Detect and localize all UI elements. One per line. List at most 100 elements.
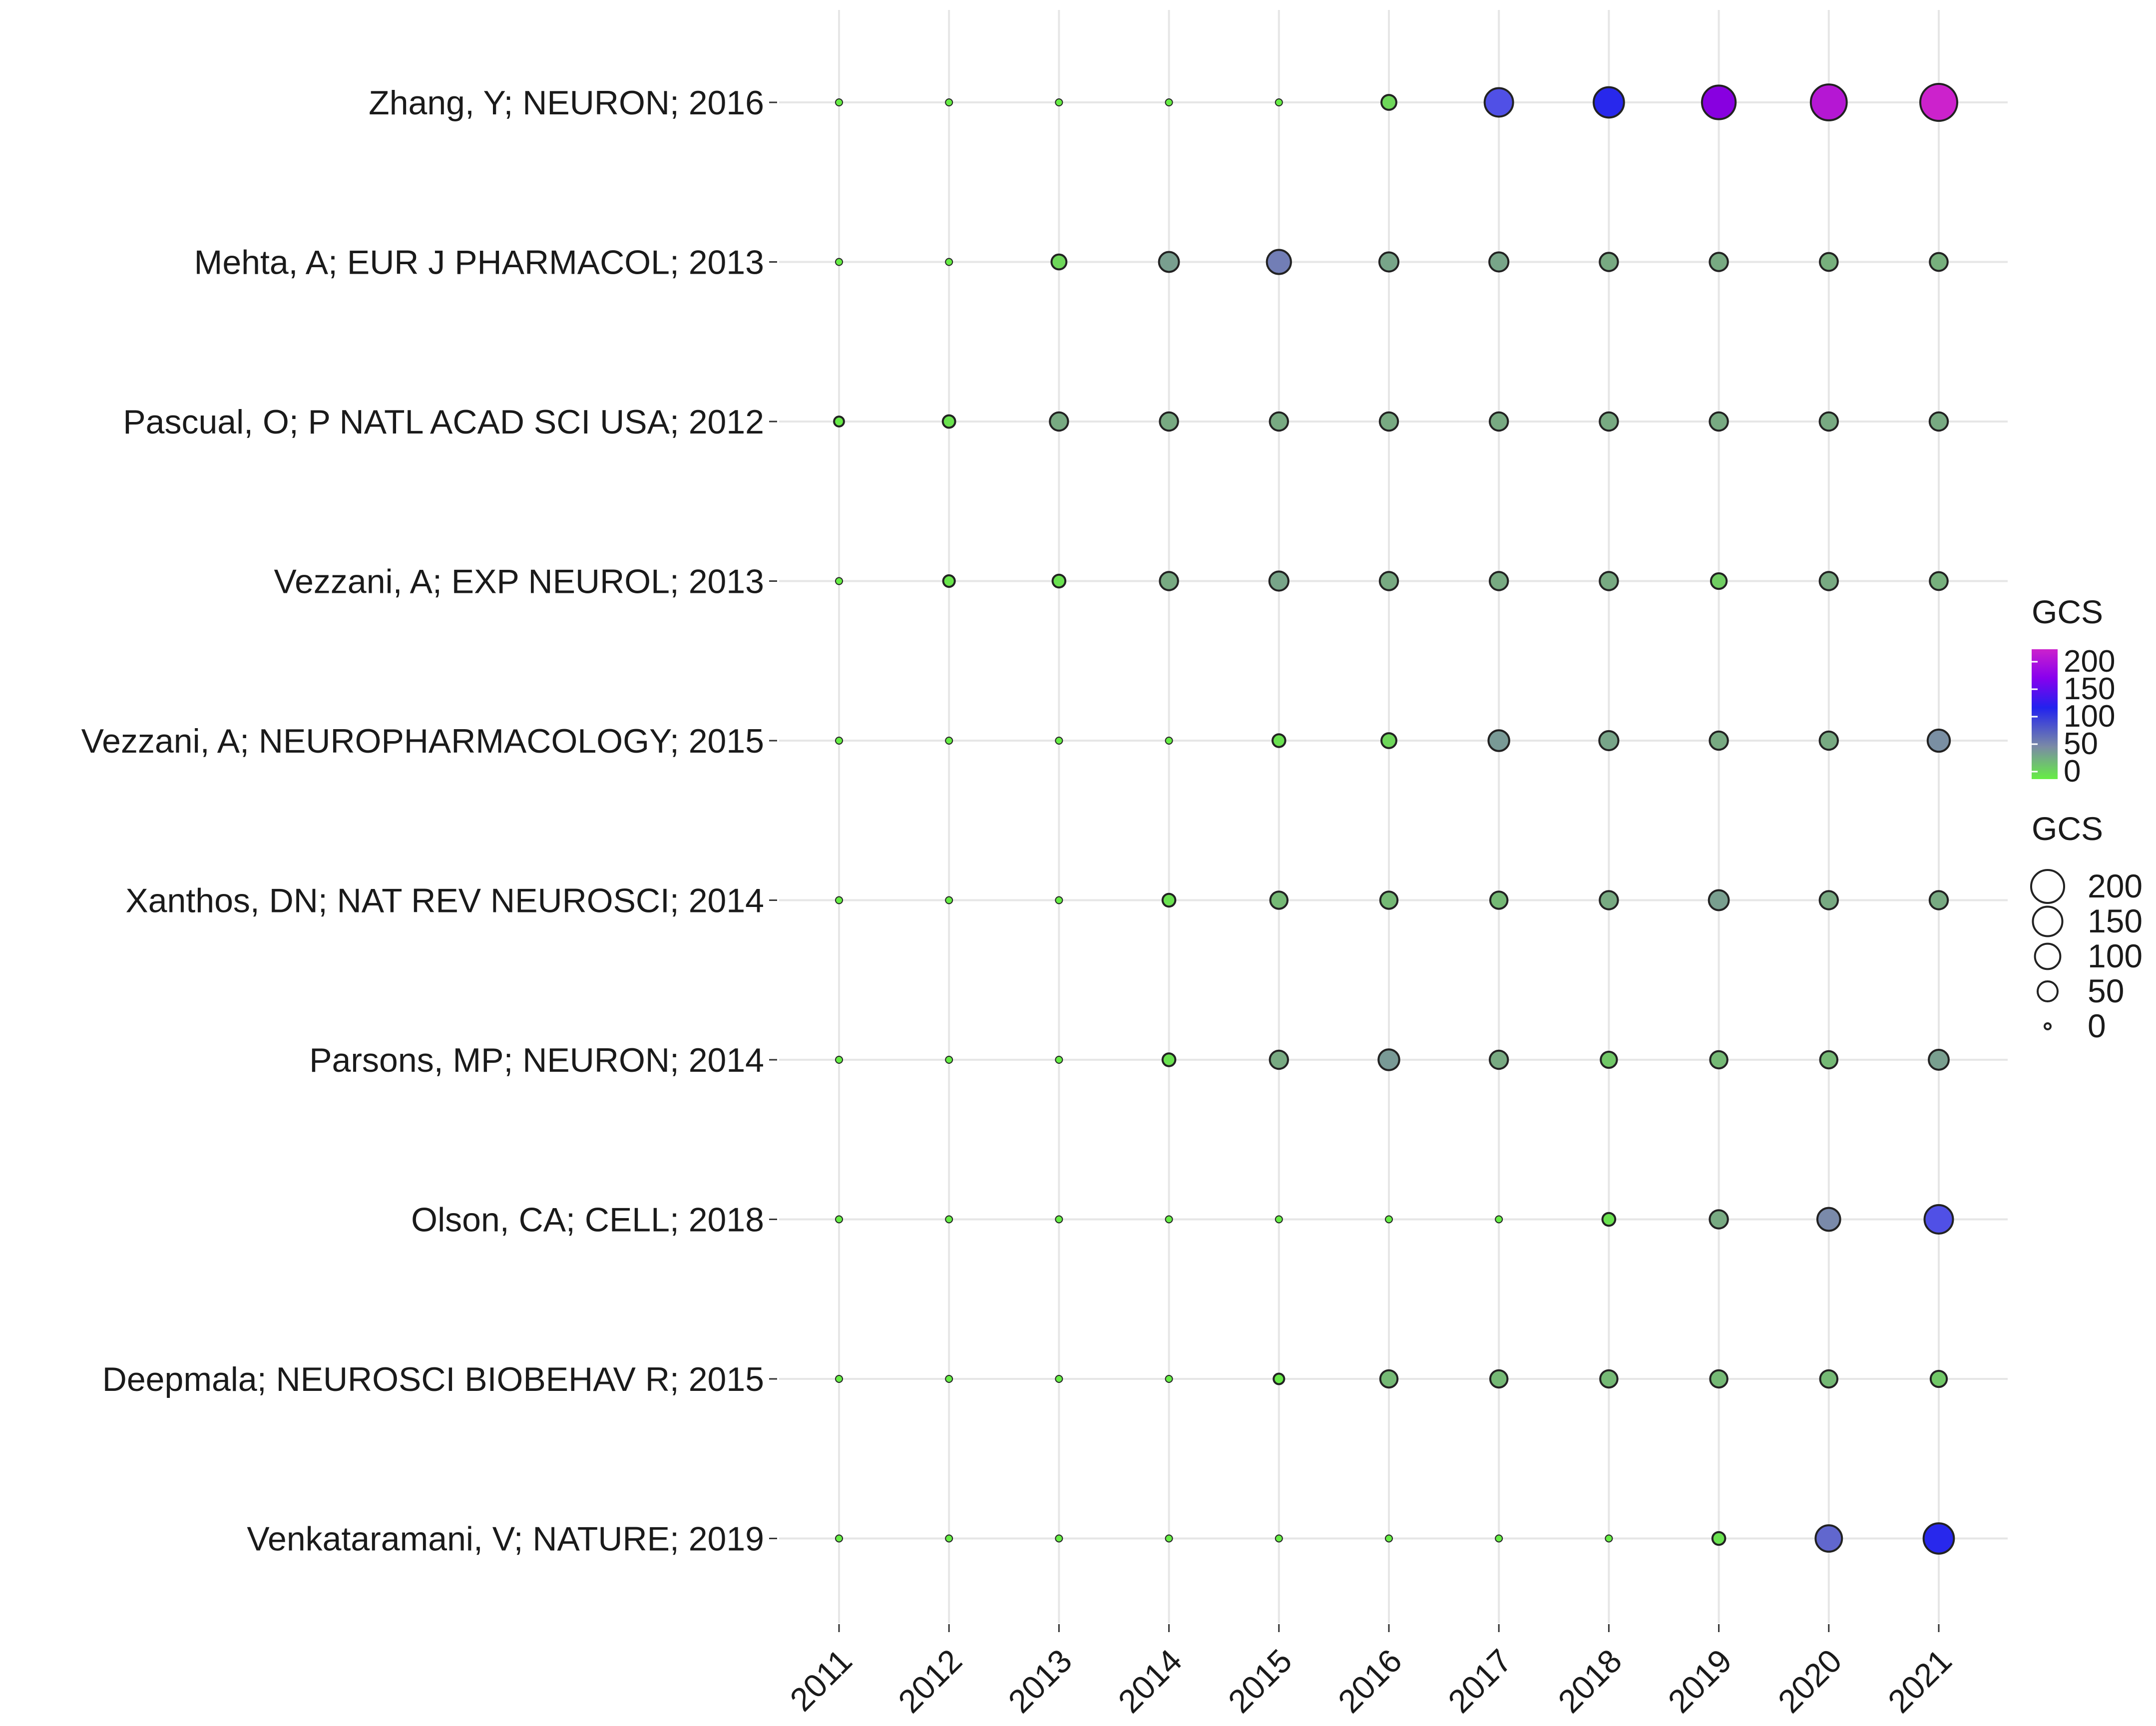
bubble bbox=[1055, 1375, 1063, 1383]
bubble bbox=[1055, 1534, 1063, 1543]
color-legend-title: GCS bbox=[2032, 593, 2103, 630]
x-axis-tick-labels: 2011 2012 2013 2014 2015 2016 2017 2018 2019 2020… bbox=[783, 1624, 1959, 1720]
bubble bbox=[1165, 1534, 1173, 1543]
row-label: Venkataramani, V; NATURE; 2019 bbox=[247, 1520, 764, 1558]
row-label: Xanthos, DN; NAT REV NEUROSCI; 2014 bbox=[125, 882, 764, 920]
bubble bbox=[1709, 730, 1729, 751]
row-label: Olson, CA; CELL; 2018 bbox=[411, 1201, 764, 1239]
bubble bbox=[835, 896, 843, 904]
bubble bbox=[1269, 411, 1290, 432]
bubble bbox=[1165, 98, 1173, 106]
x-tick-label: 2020 bbox=[1771, 1642, 1849, 1720]
row-label: Zhang, Y; NEURON; 2016 bbox=[369, 84, 764, 122]
color-legend-tick-label: 150 bbox=[2064, 672, 2115, 706]
bubble bbox=[1816, 1207, 1841, 1232]
bubble bbox=[945, 1534, 953, 1543]
bubble bbox=[1273, 1372, 1286, 1385]
bubble bbox=[1601, 1212, 1617, 1227]
bubble bbox=[1709, 1369, 1728, 1389]
bubble bbox=[942, 574, 956, 588]
bubble bbox=[1158, 251, 1180, 273]
size-legend-label: 50 bbox=[2088, 972, 2124, 1009]
bubble bbox=[1599, 411, 1619, 432]
bubble bbox=[1708, 889, 1730, 911]
bubble bbox=[1818, 730, 1839, 751]
size-legend-circle bbox=[2044, 1022, 2052, 1030]
size-legend-label: 200 bbox=[2088, 867, 2143, 904]
bubble bbox=[835, 737, 843, 745]
color-legend-tick-label: 100 bbox=[2064, 699, 2115, 734]
bubble bbox=[1709, 1209, 1729, 1230]
bubble bbox=[1599, 890, 1619, 910]
bubble bbox=[1709, 411, 1729, 432]
size-legend-circle bbox=[2030, 869, 2065, 904]
bubble bbox=[835, 1534, 843, 1543]
bubble bbox=[1385, 1534, 1393, 1543]
x-tick-label: 2021 bbox=[1881, 1642, 1959, 1720]
bubble bbox=[1055, 98, 1063, 106]
bubble bbox=[1275, 98, 1283, 106]
row-label: Vezzani, A; EXP NEUROL; 2013 bbox=[274, 563, 764, 601]
bubble bbox=[945, 896, 953, 904]
bubble bbox=[835, 258, 843, 266]
bubble bbox=[1487, 729, 1510, 752]
bubble bbox=[1710, 572, 1728, 590]
bubble bbox=[1378, 571, 1399, 591]
bubble bbox=[1599, 1369, 1619, 1389]
x-tick-label: 2016 bbox=[1331, 1642, 1409, 1720]
size-legend-label: 100 bbox=[2088, 937, 2143, 974]
bubble bbox=[1489, 1369, 1509, 1389]
color-legend-tick-label: 50 bbox=[2064, 727, 2098, 761]
size-legend-title: GCS bbox=[2032, 810, 2103, 847]
row-label: Vezzani, A; NEUROPHARMACOLOGY; 2015 bbox=[81, 722, 764, 760]
bubble bbox=[1377, 1048, 1400, 1071]
bubble bbox=[1818, 890, 1839, 910]
bubble bbox=[1598, 730, 1620, 752]
bubble bbox=[945, 258, 953, 266]
bubble bbox=[1814, 1524, 1843, 1553]
bubble bbox=[1380, 94, 1397, 111]
color-legend-tick-label: 200 bbox=[2064, 644, 2115, 679]
bubble bbox=[1495, 1215, 1503, 1224]
x-tick-label: 2019 bbox=[1661, 1642, 1738, 1720]
size-legend-circle bbox=[2034, 942, 2062, 970]
row-label: Parsons, MP; NEURON; 2014 bbox=[309, 1041, 764, 1079]
bubble bbox=[1928, 890, 1949, 910]
bubble bbox=[1819, 1050, 1839, 1070]
bubble bbox=[1269, 890, 1289, 910]
bubble bbox=[1701, 84, 1737, 120]
bubble bbox=[1165, 1215, 1173, 1224]
bubble bbox=[1266, 249, 1292, 275]
bubble bbox=[1488, 411, 1509, 432]
row-label: Pascual, O; P NATL ACAD SCI USA; 2012 bbox=[123, 403, 764, 441]
bubble bbox=[1049, 411, 1069, 432]
size-legend-circle bbox=[2037, 980, 2059, 1002]
bubble bbox=[1165, 737, 1173, 745]
bubble bbox=[1928, 411, 1949, 432]
bubble bbox=[1818, 411, 1839, 432]
bubble bbox=[945, 98, 953, 106]
size-legend-circle bbox=[2032, 905, 2064, 937]
bubble bbox=[1161, 892, 1177, 908]
bubble bbox=[945, 1375, 953, 1383]
bubble bbox=[1275, 1534, 1283, 1543]
bubble bbox=[1819, 1369, 1839, 1389]
bubble bbox=[1928, 1049, 1950, 1071]
bubble bbox=[1600, 1050, 1618, 1069]
bubble bbox=[1709, 252, 1729, 272]
color-legend-tick-label: 0 bbox=[2064, 754, 2081, 789]
bubble bbox=[1378, 251, 1400, 273]
bubble bbox=[1165, 1375, 1173, 1383]
x-tick-label: 2011 bbox=[783, 1642, 859, 1719]
bubble bbox=[1489, 890, 1509, 910]
bubble bbox=[1929, 252, 1949, 272]
bubble bbox=[1275, 1215, 1283, 1224]
bubble bbox=[945, 1215, 953, 1224]
bubble bbox=[1818, 571, 1839, 591]
x-tick-label: 2015 bbox=[1221, 1642, 1299, 1720]
row-label: Deepmala; NEUROSCI BIOBEHAV R; 2015 bbox=[102, 1360, 764, 1398]
bubble bbox=[1488, 251, 1510, 273]
bubble bbox=[1919, 83, 1958, 122]
